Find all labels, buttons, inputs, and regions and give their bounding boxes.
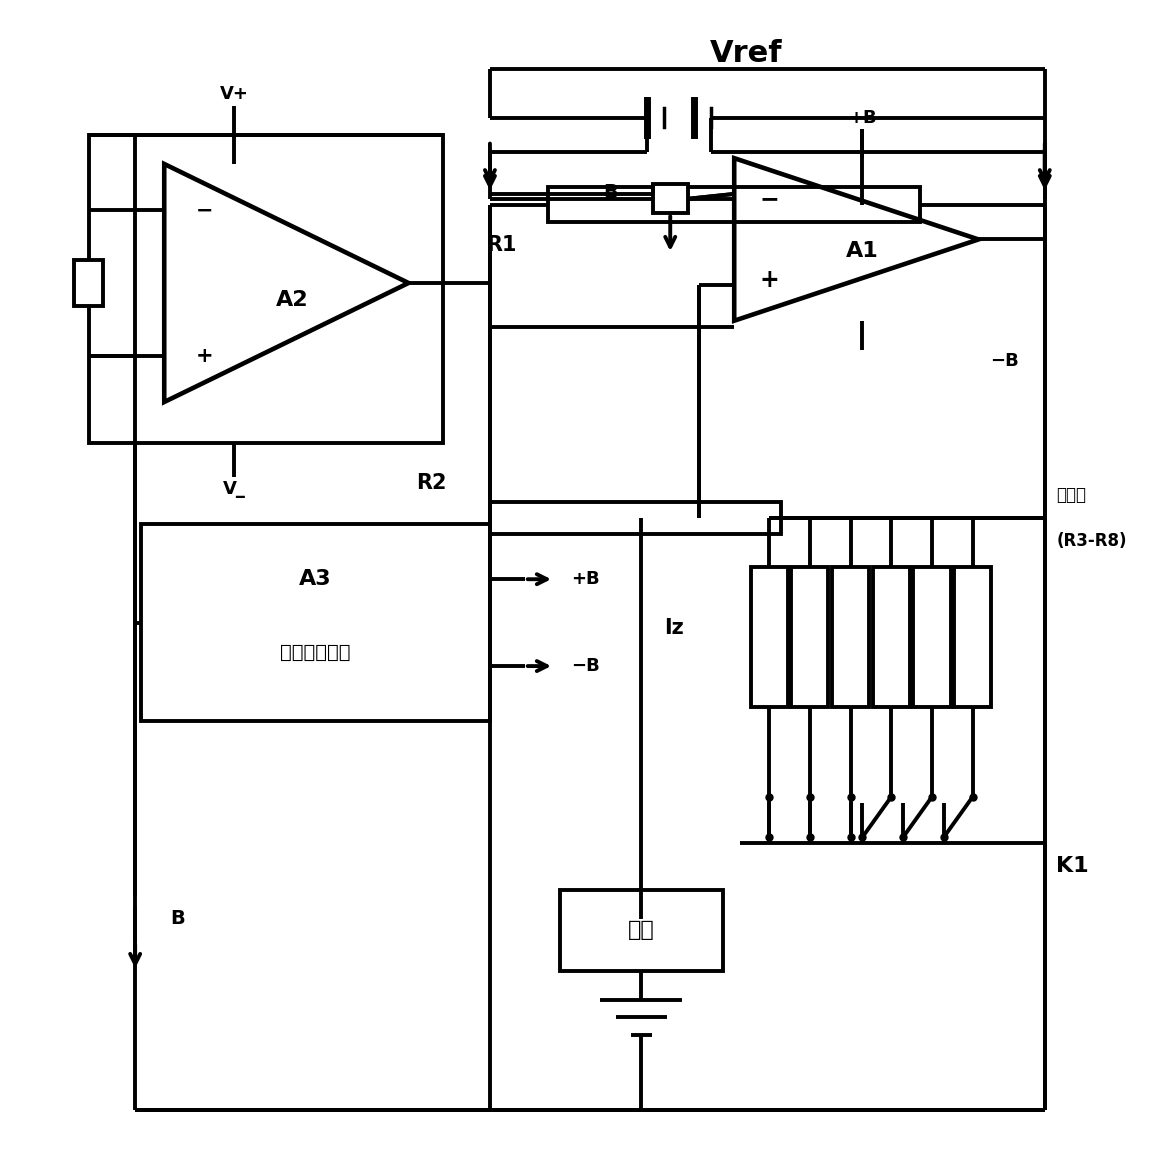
- Text: R1: R1: [486, 235, 517, 255]
- Text: +: +: [196, 346, 213, 365]
- Bar: [75, 260, 103, 306]
- Text: (R3-R8): (R3-R8): [1056, 532, 1126, 551]
- Text: K1: K1: [1056, 857, 1089, 876]
- Bar: [913, 568, 950, 707]
- Text: 浮置电源电路: 浮置电源电路: [280, 643, 351, 662]
- Text: −: −: [759, 186, 779, 211]
- Text: V+: V+: [219, 85, 248, 104]
- Text: A3: A3: [300, 569, 332, 589]
- Text: R2: R2: [416, 474, 447, 494]
- Text: A2: A2: [276, 290, 309, 311]
- Text: −: −: [196, 200, 213, 220]
- Text: Iz: Iz: [665, 618, 684, 638]
- Bar: [872, 568, 909, 707]
- Text: +B: +B: [571, 570, 600, 588]
- Text: Vref: Vref: [710, 40, 782, 69]
- Text: 电阻排: 电阻排: [1056, 485, 1087, 504]
- Bar: [89, 135, 443, 442]
- Text: +B: +B: [848, 108, 877, 127]
- Text: A1: A1: [845, 241, 878, 261]
- Bar: [141, 524, 490, 722]
- Bar: [548, 187, 920, 222]
- Bar: [560, 889, 723, 971]
- Text: −B: −B: [571, 656, 600, 675]
- Bar: [490, 502, 781, 534]
- Bar: [792, 568, 828, 707]
- Text: B: B: [603, 184, 618, 203]
- Text: 负载: 负载: [627, 921, 654, 941]
- Text: B: B: [170, 909, 184, 928]
- Bar: [831, 568, 869, 707]
- Bar: [653, 184, 688, 213]
- Text: V_: V_: [223, 480, 246, 498]
- Text: −B: −B: [990, 353, 1019, 370]
- Bar: [954, 568, 991, 707]
- Text: +: +: [759, 268, 779, 292]
- Bar: [751, 568, 788, 707]
